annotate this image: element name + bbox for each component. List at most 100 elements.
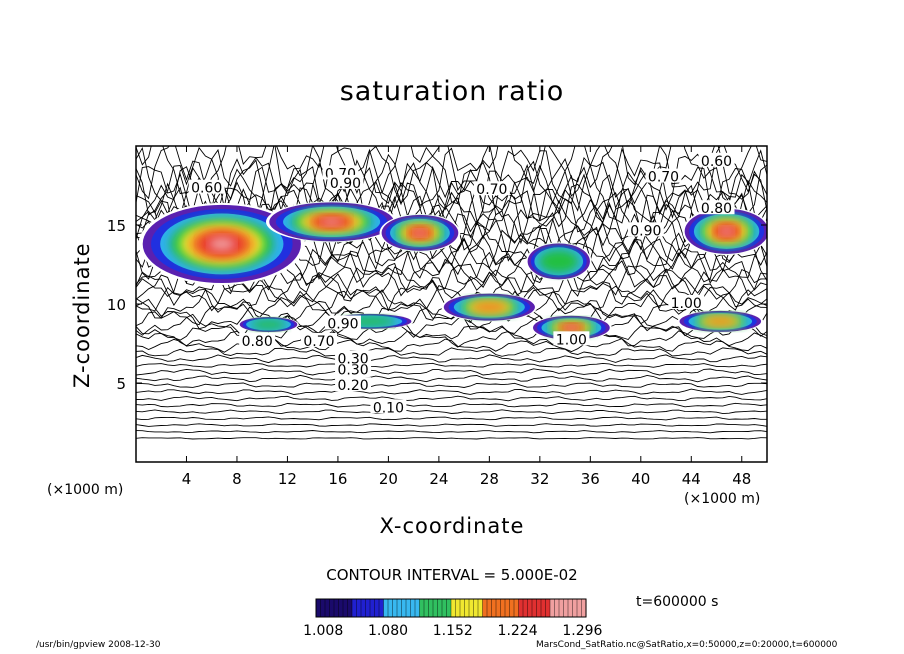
colorbar-tick-label: 1.152 (433, 623, 473, 639)
contour-label-bg (335, 350, 372, 365)
contour-label-bg (324, 315, 361, 330)
colorbar-cell (379, 599, 385, 617)
colorbar-tick-label: 1.296 (562, 623, 602, 639)
colorbar-frame (315, 598, 587, 618)
colorbar-cell (356, 599, 362, 617)
colorbar-cell (541, 599, 547, 617)
saturation-band (470, 301, 509, 313)
x-unit-label-left: (×1000 m) (47, 482, 124, 498)
contour-label-bg (553, 331, 590, 346)
contour-line (136, 368, 767, 376)
contour-label-bg (668, 295, 705, 309)
saturation-region (138, 202, 306, 286)
contour-label: 0.80 (242, 334, 273, 350)
saturation-band (249, 319, 288, 330)
colorbar-tick-label: 1.080 (368, 623, 408, 639)
colorbar-tick-label: 1.224 (498, 623, 538, 639)
colorbar-cell (518, 599, 524, 617)
colorbar-cell (419, 599, 425, 617)
colorbar-cell (370, 599, 376, 617)
contour-line (136, 382, 767, 388)
x-tick-label: 12 (278, 470, 297, 488)
saturation-band (719, 227, 734, 236)
x-tick-label: 8 (232, 470, 242, 488)
colorbar-cell (320, 599, 326, 617)
saturation-band (413, 229, 427, 236)
colorbar-cell (392, 599, 398, 617)
colorbar-cell (559, 599, 565, 617)
contour-label-bg (645, 168, 682, 183)
x-tick-label: 36 (581, 470, 600, 488)
y-axis-ticks: 5 10 15 (107, 217, 767, 393)
x-tick-label: 24 (429, 470, 448, 488)
y-tick-label: 15 (107, 217, 126, 235)
contour-label-bg (327, 174, 364, 189)
contour-label-bg (473, 181, 510, 196)
colorbar-cell (329, 599, 335, 617)
colorbar-cell (464, 599, 470, 617)
contour-label: 0.20 (337, 378, 368, 394)
contour-label-bg (370, 399, 407, 414)
colorbar-cell (572, 599, 578, 617)
saturation-fill-regions (138, 201, 767, 341)
colorbar-cell (473, 599, 479, 617)
colorbar-cell (410, 599, 416, 617)
colorbar-cell (383, 599, 389, 617)
contour-label: 0.90 (630, 223, 661, 239)
contour-line (136, 409, 767, 415)
colorbar-cell (500, 599, 506, 617)
colorbar-cell (460, 599, 466, 617)
x-tick-label: 48 (732, 470, 751, 488)
contour-label-bg (300, 332, 337, 347)
contour-label: 0.30 (337, 351, 368, 367)
colorbar-cell (374, 599, 380, 617)
x-tick-label: 20 (379, 470, 398, 488)
saturation-band (321, 218, 343, 226)
contour-line (136, 146, 767, 212)
contour-label-bg (335, 377, 372, 392)
saturation-region (682, 207, 767, 256)
contour-line (136, 437, 767, 440)
contour-line (136, 146, 767, 231)
saturation-band (208, 237, 236, 251)
colorbar-cell (550, 599, 556, 617)
colorbar-cell (352, 599, 358, 617)
contour-line (136, 416, 767, 421)
contour-label: 0.60 (191, 181, 222, 197)
footer-left: /usr/bin/gpview 2008-12-30 (36, 640, 161, 650)
y-tick-label: 5 (116, 375, 126, 393)
x-tick-label: 32 (530, 470, 549, 488)
colorbar-cell (505, 599, 511, 617)
contour-labels: 0.100.200.300.300.600.700.90 0.700.700.60… (188, 152, 735, 416)
colorbar-cell (568, 599, 574, 617)
colorbar-cell (527, 599, 533, 617)
contour-label-bg (698, 200, 735, 215)
saturation-band (564, 325, 578, 330)
colorbar-cell (451, 599, 457, 617)
footer-right: MarsCond_SatRatio.nc@SatRatio,x=0:50000,… (536, 640, 838, 650)
saturation-region (441, 292, 538, 322)
colorbar-cell (316, 599, 322, 617)
contour-label: 0.30 (337, 362, 368, 378)
colorbar-cell (442, 599, 448, 617)
contour-line (136, 298, 767, 326)
contour-label-bg (627, 222, 664, 237)
y-tick-label: 10 (107, 296, 126, 314)
colorbar-cell (343, 599, 349, 617)
colorbar-cell (514, 599, 520, 617)
colorbar-cell (478, 599, 484, 617)
time-label: t=600000 s (636, 594, 719, 610)
x-tick-label: 40 (631, 470, 650, 488)
contour-label: 0.90 (330, 176, 361, 192)
contour-line (136, 374, 767, 383)
colorbar-cell (532, 599, 538, 617)
contour-label: 0.60 (701, 154, 732, 170)
colorbar-cell (491, 599, 497, 617)
contour-label: 0.80 (701, 201, 732, 217)
saturation-region (677, 310, 764, 333)
saturation-band (538, 249, 580, 274)
contour-line (136, 423, 767, 427)
colorbar-cell (406, 599, 412, 617)
